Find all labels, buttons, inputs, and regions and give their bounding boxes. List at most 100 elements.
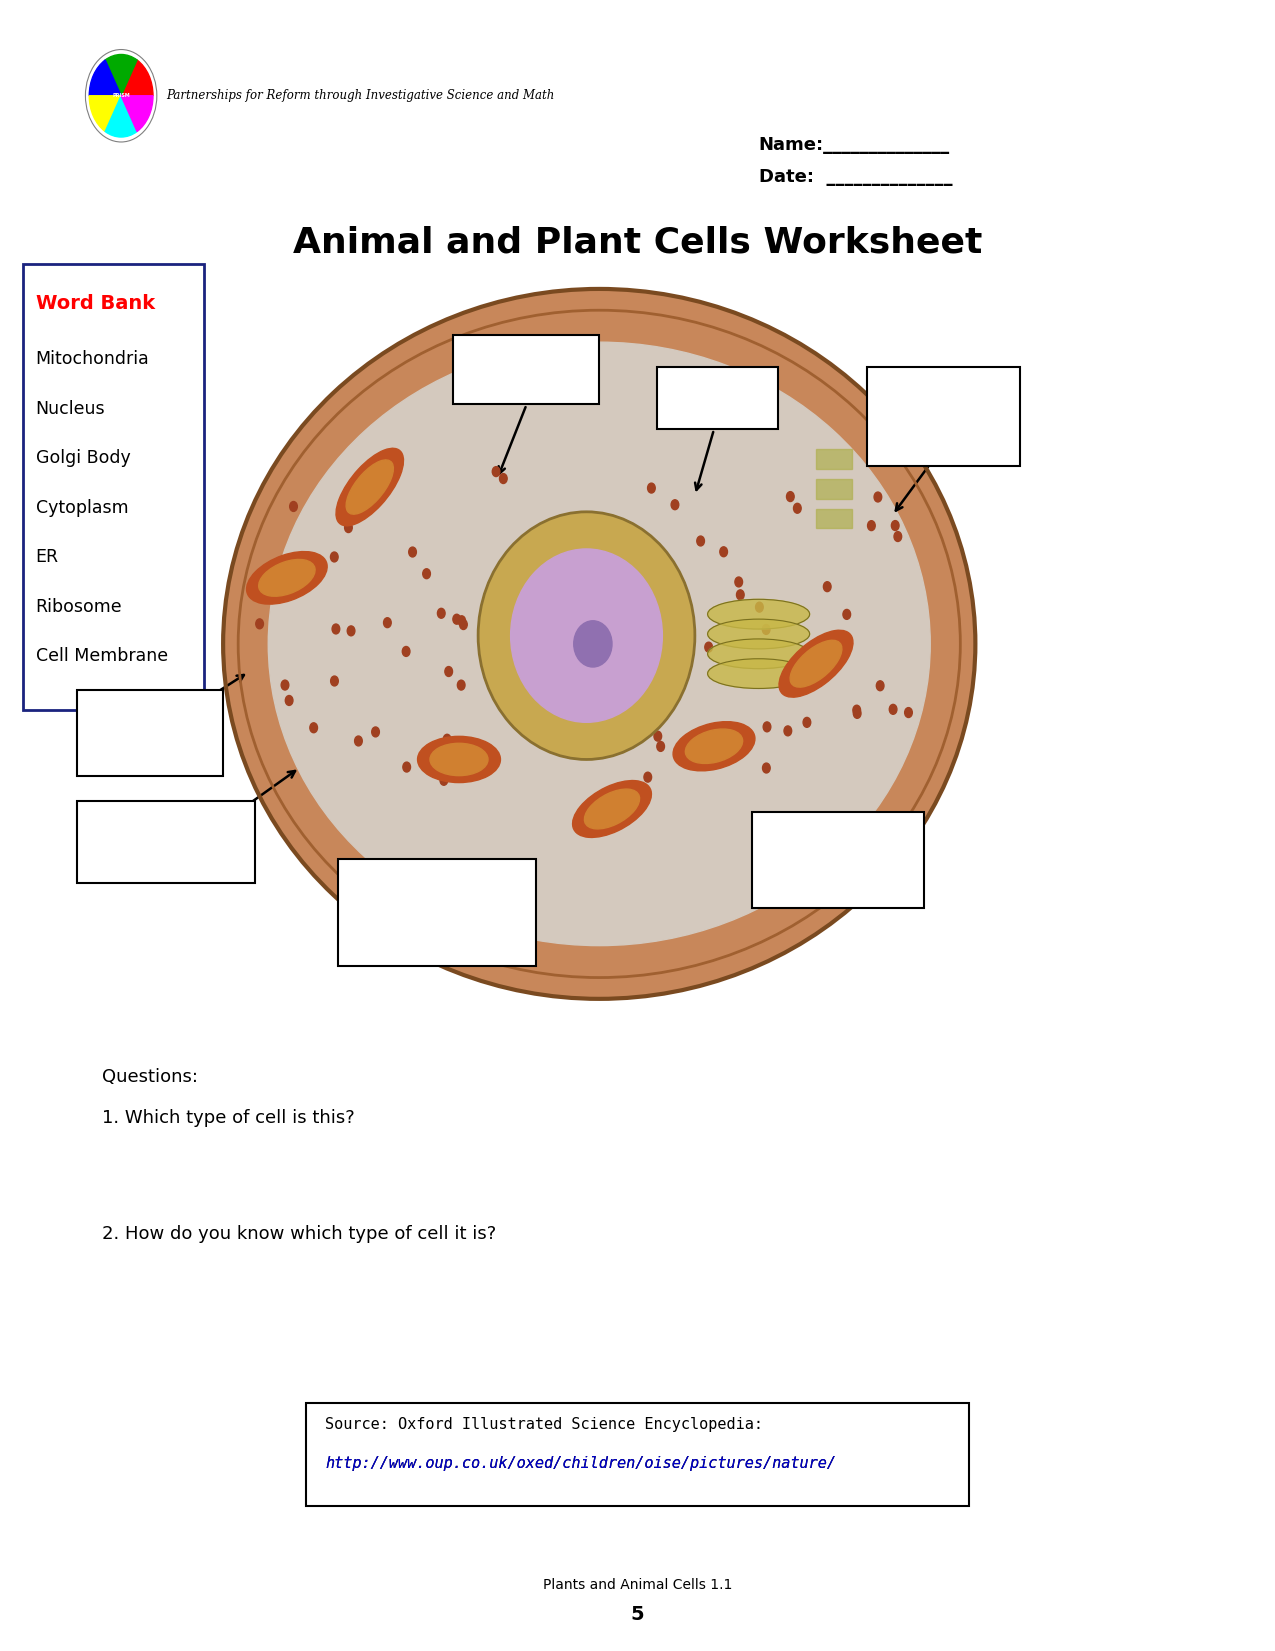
Text: Cell Membrane: Cell Membrane bbox=[36, 647, 168, 665]
Circle shape bbox=[453, 614, 460, 624]
Text: Ribosome: Ribosome bbox=[36, 598, 122, 616]
Circle shape bbox=[256, 619, 264, 629]
Circle shape bbox=[538, 692, 546, 702]
Bar bbox=[657, 367, 778, 429]
Bar bbox=[453, 335, 599, 404]
Ellipse shape bbox=[268, 342, 931, 946]
Circle shape bbox=[894, 532, 901, 542]
Wedge shape bbox=[105, 96, 138, 137]
Circle shape bbox=[310, 723, 317, 733]
Text: PRISM: PRISM bbox=[112, 92, 130, 99]
Circle shape bbox=[330, 675, 338, 685]
Circle shape bbox=[85, 50, 157, 142]
Circle shape bbox=[853, 705, 861, 715]
Circle shape bbox=[762, 624, 770, 634]
Circle shape bbox=[697, 537, 705, 546]
Circle shape bbox=[528, 715, 536, 725]
Ellipse shape bbox=[779, 631, 853, 697]
Circle shape bbox=[470, 766, 478, 776]
Wedge shape bbox=[89, 59, 121, 96]
Circle shape bbox=[347, 626, 354, 636]
Ellipse shape bbox=[673, 721, 755, 771]
Wedge shape bbox=[121, 96, 153, 132]
Wedge shape bbox=[89, 96, 121, 132]
Circle shape bbox=[905, 708, 913, 718]
Text: Partnerships for Reform through Investigative Science and Math: Partnerships for Reform through Investig… bbox=[166, 89, 555, 102]
Circle shape bbox=[595, 555, 603, 565]
Text: Word Bank: Word Bank bbox=[36, 294, 154, 314]
Circle shape bbox=[876, 680, 884, 690]
Text: Mitochondria: Mitochondria bbox=[36, 350, 149, 368]
Circle shape bbox=[644, 773, 652, 783]
Circle shape bbox=[330, 551, 338, 561]
Text: Golgi Body: Golgi Body bbox=[36, 449, 130, 467]
Circle shape bbox=[720, 546, 728, 556]
Circle shape bbox=[403, 763, 411, 773]
Text: 5: 5 bbox=[631, 1605, 644, 1625]
Circle shape bbox=[801, 670, 808, 680]
Circle shape bbox=[654, 731, 662, 741]
Text: 2. How do you know which type of cell it is?: 2. How do you know which type of cell it… bbox=[102, 1225, 496, 1243]
Circle shape bbox=[409, 546, 417, 556]
Circle shape bbox=[462, 751, 469, 761]
Text: Nucleus: Nucleus bbox=[36, 400, 106, 418]
Ellipse shape bbox=[259, 560, 315, 596]
Ellipse shape bbox=[337, 449, 403, 525]
Circle shape bbox=[423, 568, 431, 578]
Circle shape bbox=[437, 608, 445, 617]
Circle shape bbox=[803, 718, 811, 728]
Circle shape bbox=[613, 726, 621, 736]
Bar bbox=[867, 367, 1020, 466]
Circle shape bbox=[440, 776, 448, 786]
Wedge shape bbox=[121, 59, 153, 96]
Wedge shape bbox=[105, 54, 138, 96]
Text: Name:______________: Name:______________ bbox=[759, 137, 950, 154]
Circle shape bbox=[500, 474, 507, 484]
Circle shape bbox=[756, 603, 764, 613]
Circle shape bbox=[523, 538, 530, 548]
Circle shape bbox=[843, 609, 850, 619]
Circle shape bbox=[793, 504, 801, 513]
Ellipse shape bbox=[246, 551, 328, 604]
Text: Questions:: Questions: bbox=[102, 1068, 198, 1086]
Circle shape bbox=[839, 632, 847, 642]
Bar bbox=[816, 509, 852, 528]
Circle shape bbox=[272, 578, 279, 588]
Circle shape bbox=[581, 688, 589, 698]
Circle shape bbox=[784, 726, 792, 736]
Circle shape bbox=[867, 520, 875, 530]
Circle shape bbox=[403, 647, 411, 657]
Ellipse shape bbox=[346, 461, 394, 513]
Circle shape bbox=[509, 698, 516, 708]
Ellipse shape bbox=[708, 619, 810, 649]
Circle shape bbox=[458, 616, 465, 626]
Ellipse shape bbox=[478, 512, 695, 759]
Ellipse shape bbox=[708, 659, 810, 688]
Text: Cytoplasm: Cytoplasm bbox=[36, 499, 129, 517]
Circle shape bbox=[282, 680, 289, 690]
Circle shape bbox=[824, 581, 831, 591]
Text: Date:  ______________: Date: ______________ bbox=[759, 168, 952, 185]
Circle shape bbox=[875, 492, 882, 502]
Circle shape bbox=[458, 680, 465, 690]
FancyBboxPatch shape bbox=[23, 264, 204, 710]
Circle shape bbox=[488, 750, 496, 759]
Circle shape bbox=[891, 520, 899, 530]
Circle shape bbox=[553, 528, 561, 538]
Ellipse shape bbox=[686, 730, 742, 763]
Ellipse shape bbox=[708, 639, 810, 669]
Circle shape bbox=[459, 619, 467, 629]
Circle shape bbox=[598, 646, 606, 655]
Bar bbox=[76, 690, 223, 776]
Circle shape bbox=[889, 705, 896, 715]
Bar bbox=[816, 449, 852, 469]
Bar bbox=[816, 479, 852, 499]
Ellipse shape bbox=[572, 781, 652, 837]
Circle shape bbox=[657, 741, 664, 751]
Circle shape bbox=[289, 502, 297, 512]
Bar bbox=[338, 859, 536, 966]
Circle shape bbox=[648, 484, 655, 494]
Circle shape bbox=[354, 736, 362, 746]
Circle shape bbox=[671, 500, 678, 510]
Ellipse shape bbox=[790, 641, 842, 687]
